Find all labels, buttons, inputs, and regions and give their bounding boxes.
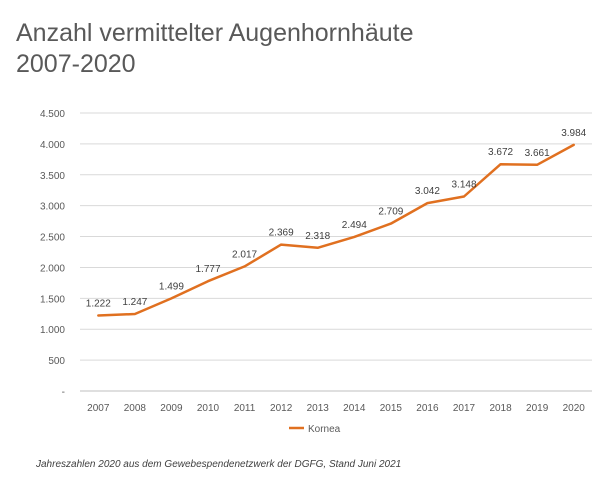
data-label: 2.709 (378, 207, 403, 218)
data-label: 2.318 (305, 231, 330, 242)
data-label: 2.369 (269, 228, 294, 239)
y-tick-label: 3.000 (40, 202, 65, 213)
legend-label-kornea: Kornea (308, 424, 341, 435)
x-tick-label: 2014 (343, 403, 366, 414)
chart-title-line-1: Anzahl vermittelter Augenhornhäute (16, 19, 414, 47)
y-tick-label: - (62, 387, 65, 398)
grid-lines (80, 112, 592, 361)
chart-title-line-2: 2007-2020 (16, 50, 136, 78)
data-label: 2.494 (342, 220, 367, 231)
series-line-kornea (97, 143, 575, 317)
chart-title: Anzahl vermittelter Augenhornhäute 2007-… (16, 18, 413, 80)
data-label: 2.017 (232, 249, 257, 260)
x-tick-label: 2013 (307, 403, 330, 414)
data-label: 3.148 (451, 180, 476, 191)
data-label: 1.777 (195, 264, 220, 275)
y-tick-label: 500 (48, 356, 65, 367)
x-tick-label: 2016 (416, 403, 439, 414)
x-tick-label: 2008 (124, 403, 147, 414)
data-labels: 1.222 1.247 1.499 1.777 2.017 2.369 2.318 2.494… (86, 128, 587, 310)
x-tick-label: 2018 (489, 403, 512, 414)
x-tick-label: 2015 (380, 403, 403, 414)
x-tick-label: 2009 (160, 403, 183, 414)
source-note: Jahreszahlen 2020 aus dem Gewebespendene… (36, 459, 402, 470)
data-label: 1.247 (122, 297, 147, 308)
y-axis-tick-labels: - 500 1.000 1.500 2.000 2.500 3.000 3.500 4.000 4… (40, 109, 65, 398)
data-label: 3.042 (415, 186, 440, 197)
y-tick-label: 4.500 (40, 109, 65, 120)
data-label: 1.222 (86, 299, 111, 310)
y-tick-label: 2.500 (40, 233, 65, 244)
x-tick-label: 2019 (526, 403, 549, 414)
x-tick-label: 2017 (453, 403, 476, 414)
x-axis-tick-labels: 2007 2008 2009 2010 2011 2012 2013 2014 2015 2016… (87, 403, 585, 414)
series-group (97, 143, 575, 317)
legend: Kornea (289, 424, 341, 435)
y-tick-label: 1.500 (40, 294, 65, 305)
x-tick-label: 2010 (197, 403, 220, 414)
x-tick-label: 2011 (234, 403, 256, 414)
data-label: 3.984 (561, 128, 586, 139)
y-tick-label: 1.000 (40, 325, 65, 336)
y-tick-label: 4.000 (40, 140, 65, 151)
x-tick-label: 2007 (87, 403, 110, 414)
y-tick-label: 3.500 (40, 171, 65, 182)
y-tick-label: 2.000 (40, 263, 65, 274)
data-label: 1.499 (159, 281, 184, 292)
x-tick-label: 2020 (563, 403, 586, 414)
data-label: 3.661 (525, 148, 550, 159)
data-label: 3.672 (488, 147, 513, 158)
x-tick-label: 2012 (270, 403, 293, 414)
